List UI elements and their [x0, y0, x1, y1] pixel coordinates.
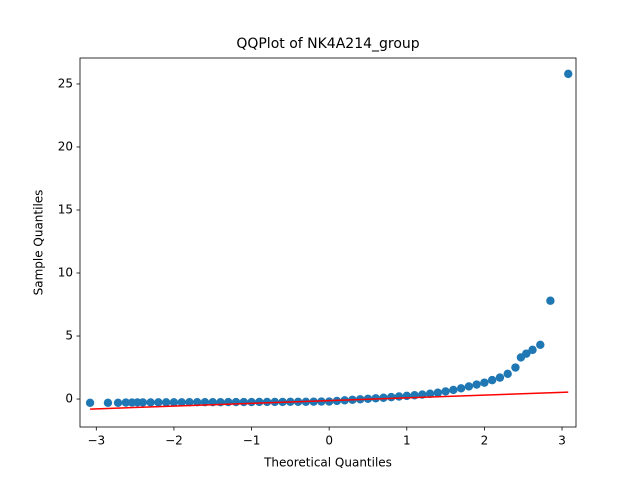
data-point — [161, 398, 171, 407]
x-tick-label: −2 — [165, 434, 183, 448]
data-point — [503, 369, 512, 379]
x-tick-label: 3 — [558, 434, 566, 448]
data-point — [441, 387, 450, 396]
y-axis-label: Sample Quantiles — [32, 190, 46, 296]
data-point — [177, 398, 186, 407]
y-tick-label: 10 — [58, 265, 73, 279]
data-point — [121, 398, 130, 407]
x-tick-label: −3 — [87, 434, 105, 448]
data-point — [185, 397, 194, 407]
data-point — [464, 382, 474, 391]
x-tick-label: −1 — [243, 434, 261, 448]
data-point — [487, 375, 497, 385]
data-point — [247, 397, 256, 407]
data-point — [495, 373, 505, 382]
data-point — [546, 296, 555, 305]
data-point — [456, 384, 466, 393]
y-tick-label: 0 — [65, 392, 73, 406]
y-tick-label: 20 — [58, 139, 73, 153]
x-tick-label: 0 — [325, 434, 333, 448]
data-point — [425, 389, 435, 398]
data-point — [262, 397, 272, 407]
y-tick-label: 15 — [58, 202, 73, 216]
data-point — [255, 397, 264, 407]
data-point — [113, 398, 123, 408]
data-point — [231, 397, 241, 407]
data-point — [103, 398, 113, 408]
data-point — [138, 398, 148, 407]
data-point — [387, 392, 396, 402]
data-point — [480, 378, 489, 387]
plot-frame — [79, 57, 577, 428]
data-point — [433, 388, 443, 397]
data-point — [472, 380, 481, 389]
data-point — [146, 398, 155, 407]
data-point — [402, 391, 411, 401]
data-point — [169, 398, 179, 407]
data-point — [239, 397, 248, 407]
data-point — [394, 392, 404, 401]
data-point — [193, 397, 202, 407]
x-tick-label: 2 — [481, 434, 489, 448]
data-point — [528, 345, 537, 355]
chart-title: QQPlot of NK4A214_group — [236, 36, 419, 52]
y-tick-label: 25 — [58, 76, 73, 90]
x-axis-label: Theoretical Quantiles — [263, 456, 392, 470]
data-point — [85, 398, 95, 408]
data-point — [324, 397, 334, 406]
data-point — [511, 363, 520, 372]
data-point — [154, 398, 163, 407]
fit-line — [90, 391, 569, 410]
x-tick-label: 1 — [403, 434, 411, 448]
data-point — [522, 349, 531, 358]
data-point — [449, 385, 458, 395]
data-point — [536, 340, 545, 350]
data-point — [564, 69, 573, 79]
y-tick-label: 5 — [65, 329, 73, 343]
data-point — [379, 393, 388, 402]
